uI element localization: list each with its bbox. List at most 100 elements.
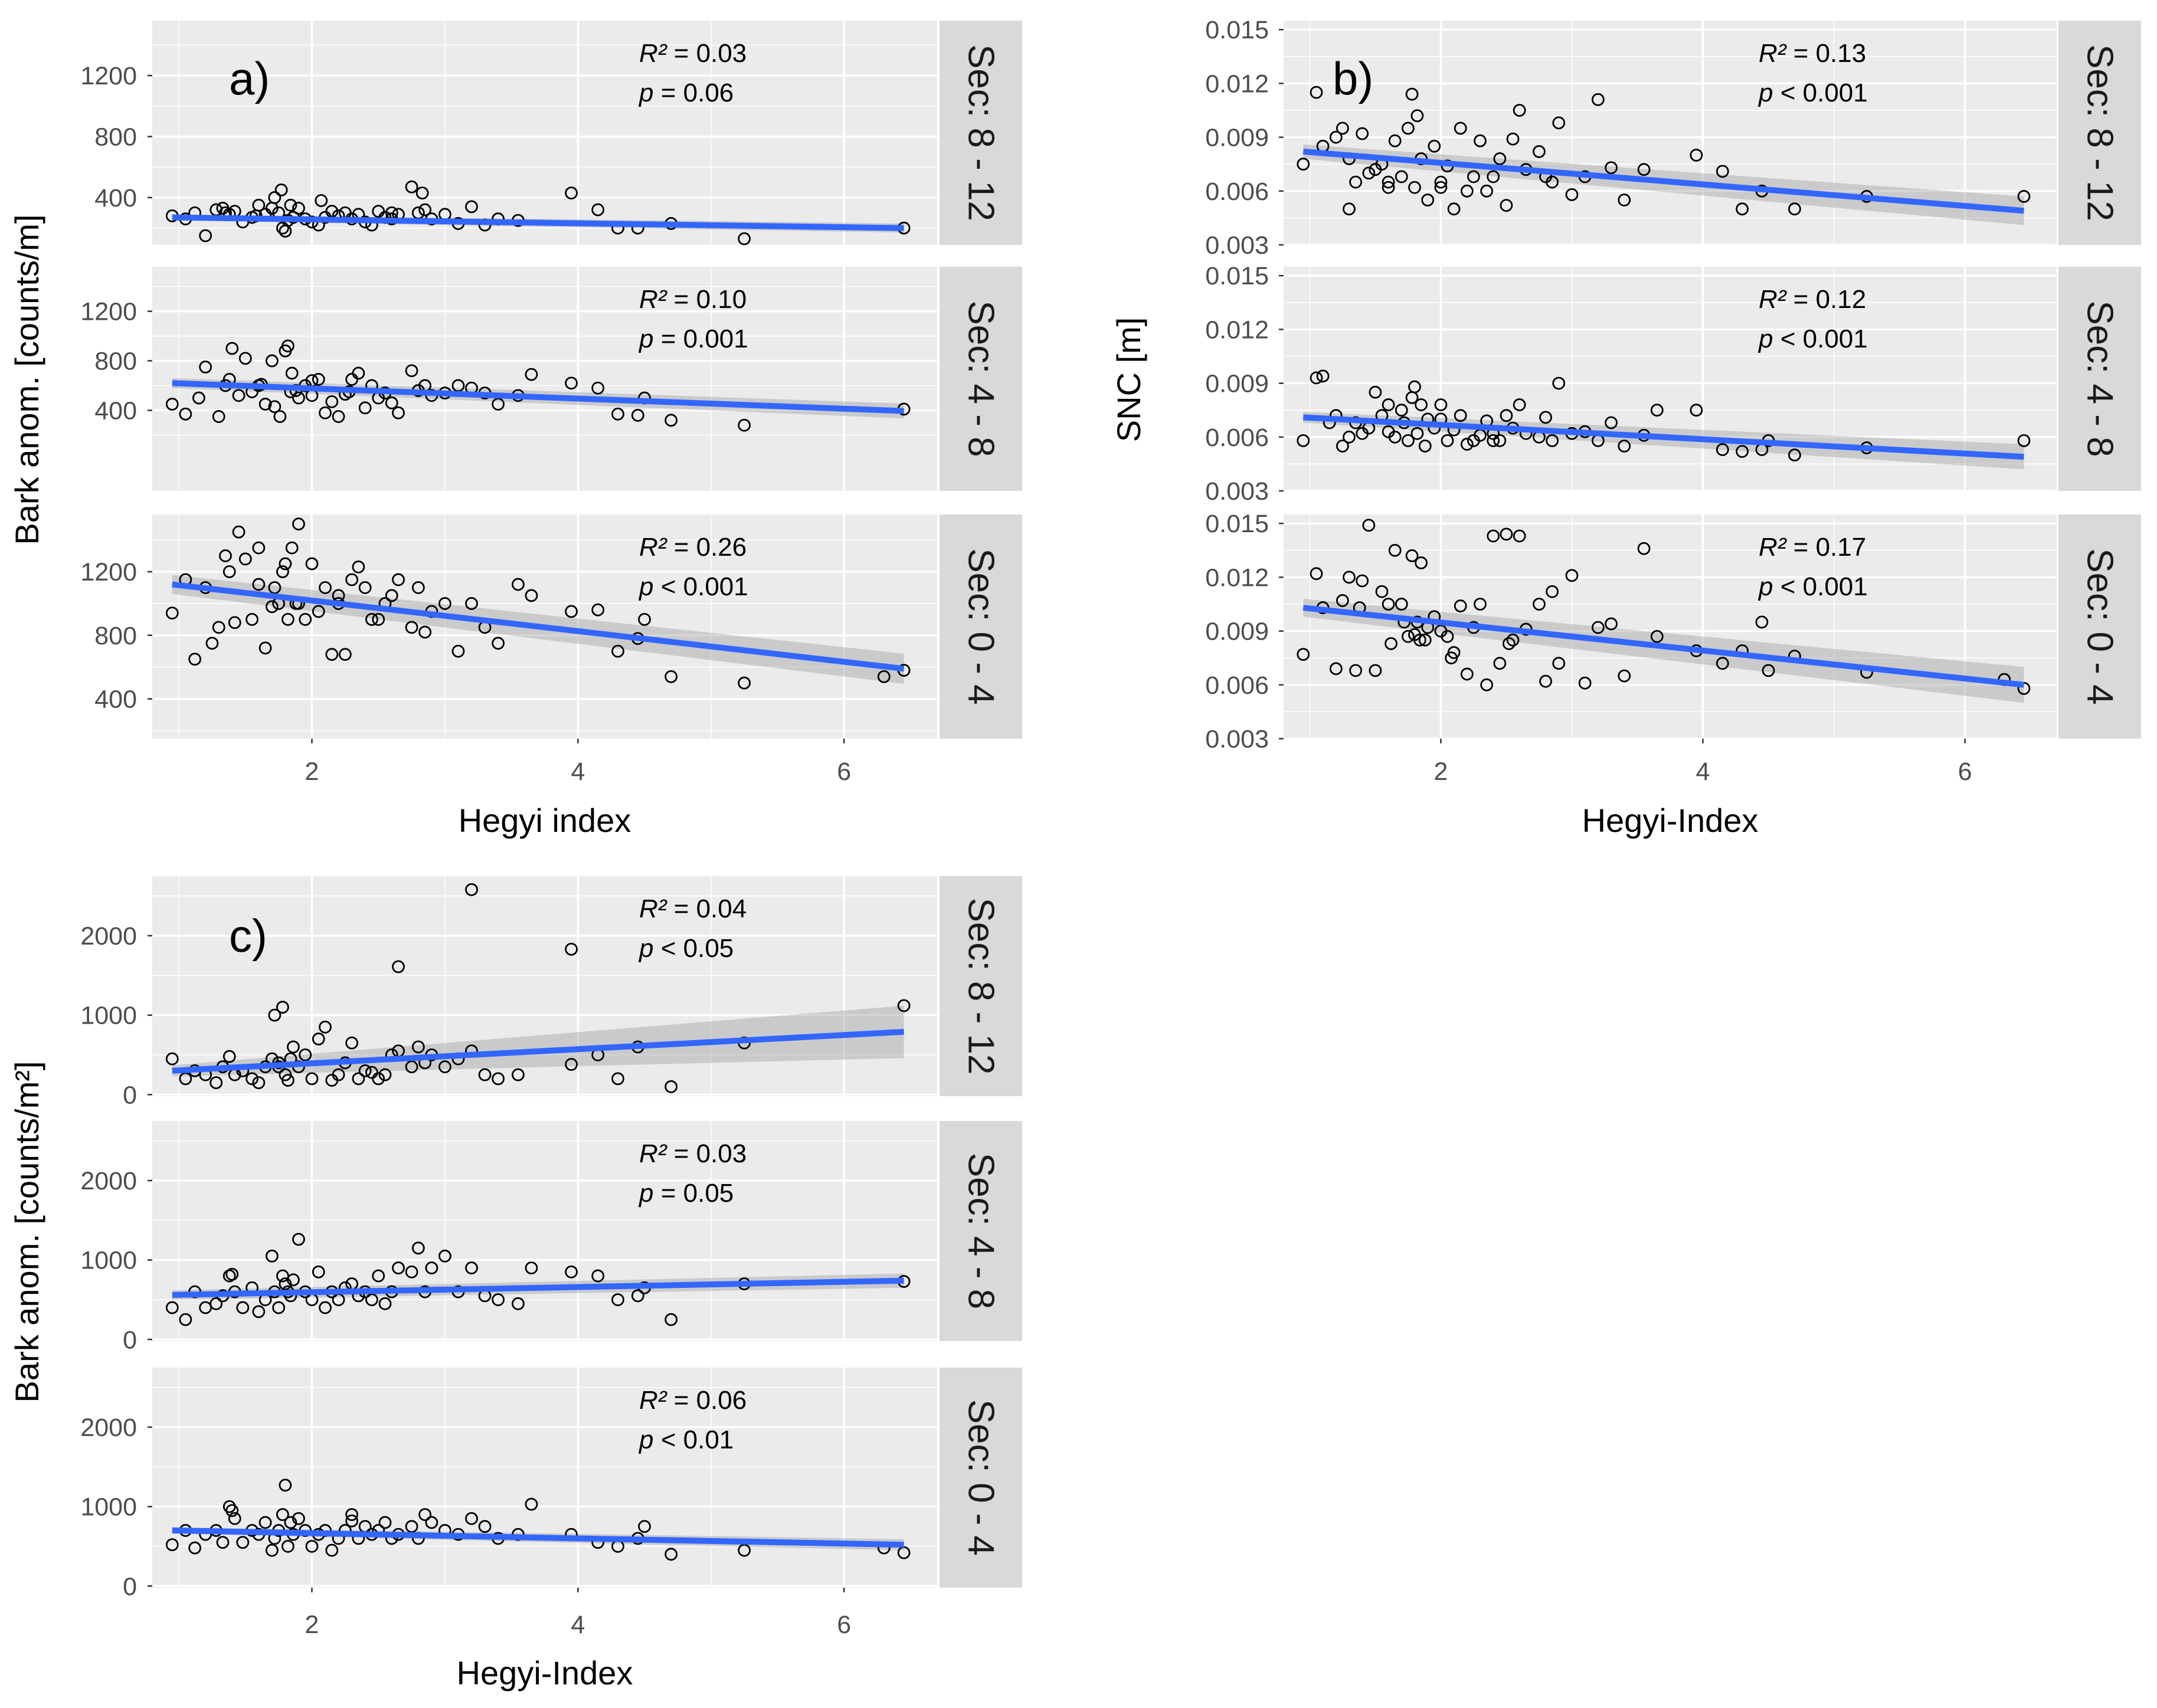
p-value-label: p = 0.05 (638, 1179, 734, 1208)
facet-panel: 0 1000 2000 R² = 0.04 p < 0.05 Sec: 8 - 12 (80, 876, 1022, 1109)
data-point (199, 229, 212, 242)
data-point (319, 1301, 332, 1314)
data-point (1506, 633, 1520, 647)
data-point (738, 232, 751, 245)
data-point (1405, 87, 1419, 101)
data-point (1637, 542, 1651, 555)
data-point (638, 612, 651, 626)
data-point (284, 1516, 297, 1529)
y-tick-label: 2000 (80, 1167, 137, 1195)
data-point (265, 1250, 279, 1263)
data-point (415, 186, 429, 200)
data-point (236, 1536, 250, 1549)
data-point (1310, 567, 1323, 581)
data-point (405, 180, 418, 194)
facet-strip-label: Sec: 0 - 4 (961, 548, 1001, 704)
data-point (292, 391, 305, 405)
data-point (1755, 615, 1769, 629)
data-point (1336, 440, 1349, 453)
data-point (222, 565, 236, 578)
data-point (252, 1305, 266, 1319)
data-point (1788, 202, 1801, 216)
data-point (611, 407, 624, 421)
data-point (1460, 667, 1474, 681)
data-point (1388, 134, 1402, 147)
data-point (1513, 398, 1526, 411)
data-point (418, 625, 432, 639)
data-point (738, 676, 751, 690)
y-tick-label: 400 (94, 397, 137, 425)
data-point (1369, 385, 1382, 399)
fit-line (172, 214, 904, 231)
chart-3: 0 1000 2000 R² = 0.04 p < 0.05 Sec: 8 - 12 0 10… (8, 876, 1022, 1691)
y-tick-label: 0 (123, 1326, 137, 1354)
data-point (365, 612, 378, 626)
data-point (1533, 145, 1546, 158)
data-point (1395, 170, 1408, 183)
data-point (205, 637, 219, 650)
data-point (265, 1543, 279, 1557)
facet-panel: 400 800 1200 R² = 0.10 p = 0.001 Sec: 4 - 8 (80, 267, 1022, 491)
data-point (165, 1052, 179, 1066)
data-point (591, 381, 605, 395)
x-axis-title: Hegyi-Index (457, 1654, 633, 1691)
data-point (282, 612, 294, 626)
data-point (292, 1232, 305, 1246)
data-point (292, 1512, 305, 1525)
data-point (425, 1261, 438, 1275)
facet-strip (2058, 21, 2141, 245)
p-value-label: p = 0.06 (638, 78, 734, 107)
data-point (492, 398, 505, 411)
y-tick-label: 0.003 (1205, 725, 1269, 753)
p-value-label: p < 0.05 (638, 934, 734, 963)
data-point (358, 401, 372, 415)
data-point (392, 573, 405, 586)
facet-panel: 400 800 1200 R² = 0.26 p < 0.001 Sec: 0 - 4 (80, 514, 1022, 739)
data-point (1362, 166, 1376, 180)
y-axis-title: SNC [m] (1110, 317, 1147, 442)
r-squared-label: R² = 0.26 (639, 533, 747, 562)
data-point (1454, 122, 1467, 135)
data-point (252, 1076, 266, 1090)
data-point (1716, 165, 1729, 178)
p-value-label: p < 0.001 (638, 572, 748, 601)
data-point (565, 942, 578, 956)
data-point (165, 1538, 179, 1552)
data-point (1546, 434, 1559, 447)
data-point (665, 670, 678, 683)
data-point (1369, 664, 1382, 677)
facet-strip-label: Sec: 4 - 8 (961, 300, 1001, 457)
y-tick-label: 1200 (80, 558, 137, 586)
data-point (465, 883, 478, 896)
y-tick-label: 800 (94, 622, 137, 650)
data-point (492, 1293, 505, 1306)
facet-strip (940, 514, 1022, 739)
data-point (378, 1297, 392, 1310)
facet-strip (940, 876, 1022, 1096)
data-point (438, 597, 451, 610)
data-point (512, 1297, 525, 1310)
x-axis-title: Hegyi index (459, 802, 631, 839)
data-point (1605, 161, 1618, 175)
data-point (1421, 194, 1435, 206)
data-point (877, 670, 891, 683)
y-tick-label: 400 (94, 184, 137, 212)
data-point (1415, 398, 1428, 411)
data-point (1762, 664, 1775, 677)
data-point (1310, 371, 1323, 385)
data-point (1539, 674, 1552, 688)
data-point (1402, 630, 1415, 643)
y-tick-label: 2000 (80, 922, 137, 950)
data-point (411, 581, 425, 594)
data-point (631, 409, 644, 422)
data-point (225, 1267, 239, 1281)
data-point (1533, 598, 1546, 611)
data-point (1418, 633, 1432, 647)
data-point (405, 1520, 418, 1533)
data-point (1690, 404, 1703, 417)
facet-strip (940, 21, 1022, 245)
data-point (219, 549, 232, 562)
y-tick-label: 0.003 (1205, 231, 1269, 260)
data-point (565, 1265, 578, 1278)
